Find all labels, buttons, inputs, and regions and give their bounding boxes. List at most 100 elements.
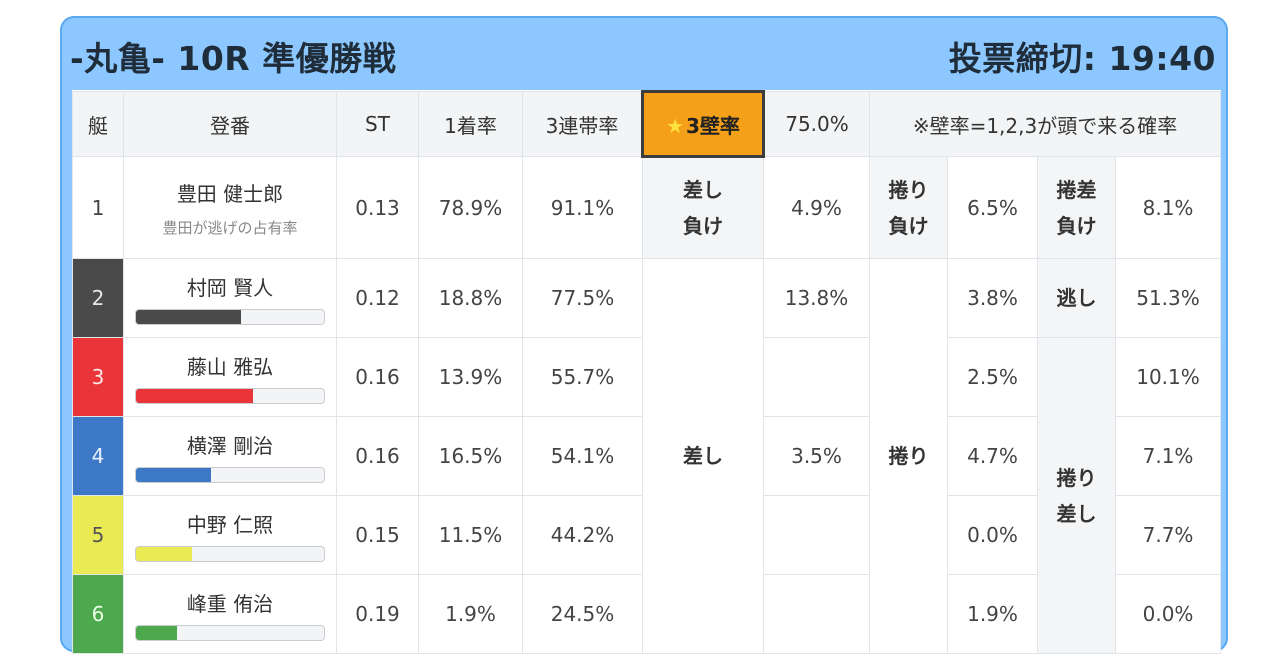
- race-card: -丸亀- 10R 準優勝戦 投票締切: 19:40 艇 登番 ST 1着率 3連帯…: [60, 16, 1228, 654]
- pattern-makurisashi-value: 7.1%: [1114, 416, 1222, 496]
- top3-rate-value: 55.7%: [522, 337, 643, 417]
- st-value: 0.15: [336, 495, 419, 575]
- pattern-makuri-blank: 捲り: [869, 258, 948, 654]
- racer-name: 中野 仁照: [186, 512, 274, 537]
- boat-number: 6: [72, 574, 124, 654]
- boat-number: 1: [72, 156, 124, 259]
- col-st: ST: [336, 91, 419, 157]
- pattern-makuri-make-value: 6.5%: [947, 156, 1038, 259]
- win-rate-value: 11.5%: [418, 495, 523, 575]
- boat-number: 3: [72, 337, 124, 417]
- pattern-nige-value: 51.3%: [1114, 258, 1222, 338]
- boat-number: 4: [72, 416, 124, 496]
- race-title: -丸亀- 10R 準優勝戦: [70, 39, 397, 78]
- table-row: 4 横澤 剛治 0.16 16.5% 54.1% 3.5% 4.7% 7.1%: [72, 416, 1222, 496]
- racer-rate-bar-fill: [136, 625, 178, 640]
- top3-rate-value: 44.2%: [522, 495, 643, 575]
- deadline-time: 19:40: [1108, 39, 1216, 78]
- wall-rate-value: 75.0%: [763, 91, 870, 157]
- col-win-rate: 1着率: [418, 91, 523, 157]
- pattern-makuri-value: 1.9%: [947, 574, 1038, 654]
- win-rate-value: 78.9%: [418, 156, 523, 259]
- pattern-makurisashi-value: 7.7%: [1114, 495, 1222, 575]
- pattern-sashi-value-r4: 3.5%: [763, 416, 870, 496]
- table-row: 1 豊田 健士郎 豊田が逃げの占有率 0.13 78.9% 91.1% 差し 負け…: [72, 156, 1222, 259]
- win-rate-value: 16.5%: [418, 416, 523, 496]
- racer-cell[interactable]: 横澤 剛治: [123, 416, 337, 496]
- st-value: 0.12: [336, 258, 419, 338]
- deadline-label: 投票締切:: [948, 39, 1097, 78]
- wall-rate-label: 3壁率: [686, 113, 740, 138]
- top3-rate-value: 54.1%: [522, 416, 643, 496]
- racer-name: 豊田 健士郎: [176, 181, 284, 206]
- star-icon: ★: [666, 113, 684, 138]
- st-value: 0.19: [336, 574, 419, 654]
- racer-cell[interactable]: 藤山 雅弘: [123, 337, 337, 417]
- pattern-makuri-value: 0.0%: [947, 495, 1038, 575]
- racer-name: 藤山 雅弘: [186, 354, 274, 379]
- table-header-row: 艇 登番 ST 1着率 3連帯率 ★ 3壁率 75.0% ※壁率=1,2,3が頭で…: [72, 90, 1222, 158]
- pattern-makurisashi-make-label: 捲差 負け: [1056, 177, 1097, 238]
- racer-rate-bar: [135, 308, 325, 325]
- pattern-makuri-value: 2.5%: [947, 337, 1038, 417]
- pattern-sashi-make: 差し 負け: [642, 156, 764, 259]
- pattern-makuri-value: 3.8%: [947, 258, 1038, 338]
- boat-number: 5: [72, 495, 124, 575]
- pattern-makurisashi-value: 0.0%: [1114, 574, 1222, 654]
- racer-rate-bar: [135, 545, 325, 562]
- pattern-sashi-empty: [763, 337, 870, 417]
- pattern-makuri-value: 4.7%: [947, 416, 1038, 496]
- table-row: 2 村岡 賢人 0.12 18.8% 77.5% 差し 13.8% 捲り 3.8…: [72, 258, 1222, 654]
- win-rate-value: 1.9%: [418, 574, 523, 654]
- pattern-makuri-make-label: 捲り 負け: [888, 177, 929, 238]
- pattern-makurisashi-make-value: 8.1%: [1114, 156, 1222, 259]
- pattern-makuri-make: 捲り 負け: [869, 156, 948, 259]
- win-rate-value: 13.9%: [418, 337, 523, 417]
- racer-subtext: 豊田が逃げの占有率: [162, 218, 298, 237]
- racer-rate-bar: [135, 624, 325, 641]
- pattern-makurisashi-make: 捲差 負け: [1037, 156, 1116, 259]
- top3-rate-value: 24.5%: [522, 574, 643, 654]
- racer-name: 峰重 侑治: [186, 591, 274, 616]
- deadline: 投票締切: 19:40: [949, 32, 1216, 80]
- st-value: 0.16: [336, 416, 419, 496]
- wall-rate-tab[interactable]: ★ 3壁率: [641, 90, 765, 158]
- pattern-sashi-blank: 差し: [642, 258, 764, 654]
- pattern-sashi-empty: [763, 574, 870, 654]
- racer-rate-bar-fill: [136, 309, 242, 324]
- wall-rate-note: ※壁率=1,2,3が頭で来る確率: [868, 91, 1222, 157]
- racer-cell[interactable]: 峰重 侑治: [123, 574, 337, 654]
- table-row: 5 中野 仁照 0.15 11.5% 44.2% 0.0% 7.7%: [72, 495, 1222, 575]
- racer-cell[interactable]: 中野 仁照: [123, 495, 337, 575]
- table-row: 6 峰重 侑治 0.19 1.9% 24.5% 1.9% 0.0%: [72, 574, 1222, 654]
- top3-rate-value: 77.5%: [522, 258, 643, 338]
- pattern-sashi-make-label: 差し 負け: [683, 178, 723, 238]
- racer-rate-bar-fill: [136, 467, 212, 482]
- pattern-nige: 逃し: [1037, 258, 1116, 338]
- win-rate-value: 18.8%: [418, 258, 523, 338]
- racer-rate-bar-fill: [136, 546, 193, 561]
- racer-name: 横澤 剛治: [186, 433, 274, 458]
- racer-name: 村岡 賢人: [186, 275, 274, 300]
- st-value: 0.13: [336, 156, 419, 259]
- table-row: 3 藤山 雅弘 0.16 13.9% 55.7% 2.5% 捲り差し 10.1%: [72, 337, 1222, 654]
- boat-number: 2: [72, 258, 124, 338]
- racer-cell[interactable]: 豊田 健士郎 豊田が逃げの占有率: [123, 156, 337, 259]
- pattern-sashi-make-value: 4.9%: [763, 156, 870, 259]
- race-header: -丸亀- 10R 準優勝戦 投票締切: 19:40: [62, 18, 1226, 90]
- racer-cell[interactable]: 村岡 賢人: [123, 258, 337, 338]
- racer-rate-bar: [135, 466, 325, 483]
- col-racer: 登番: [123, 91, 337, 157]
- racer-rate-bar-fill: [136, 388, 253, 403]
- col-top3-rate: 3連帯率: [522, 91, 643, 157]
- st-value: 0.16: [336, 337, 419, 417]
- pattern-sashi-value-r2: 13.8%: [763, 258, 870, 338]
- col-boat: 艇: [72, 91, 124, 157]
- stats-table: 艇 登番 ST 1着率 3連帯率 ★ 3壁率 75.0% ※壁率=1,2,3が頭で…: [72, 90, 1222, 654]
- pattern-makurisashi-value: 10.1%: [1114, 337, 1222, 417]
- racer-rate-bar: [135, 387, 325, 404]
- pattern-sashi-empty: [763, 495, 870, 575]
- pattern-makurisashi: 捲り差し: [1037, 337, 1116, 654]
- pattern-makurisashi-label: 捲り差し: [1056, 465, 1097, 526]
- top3-rate-value: 91.1%: [522, 156, 643, 259]
